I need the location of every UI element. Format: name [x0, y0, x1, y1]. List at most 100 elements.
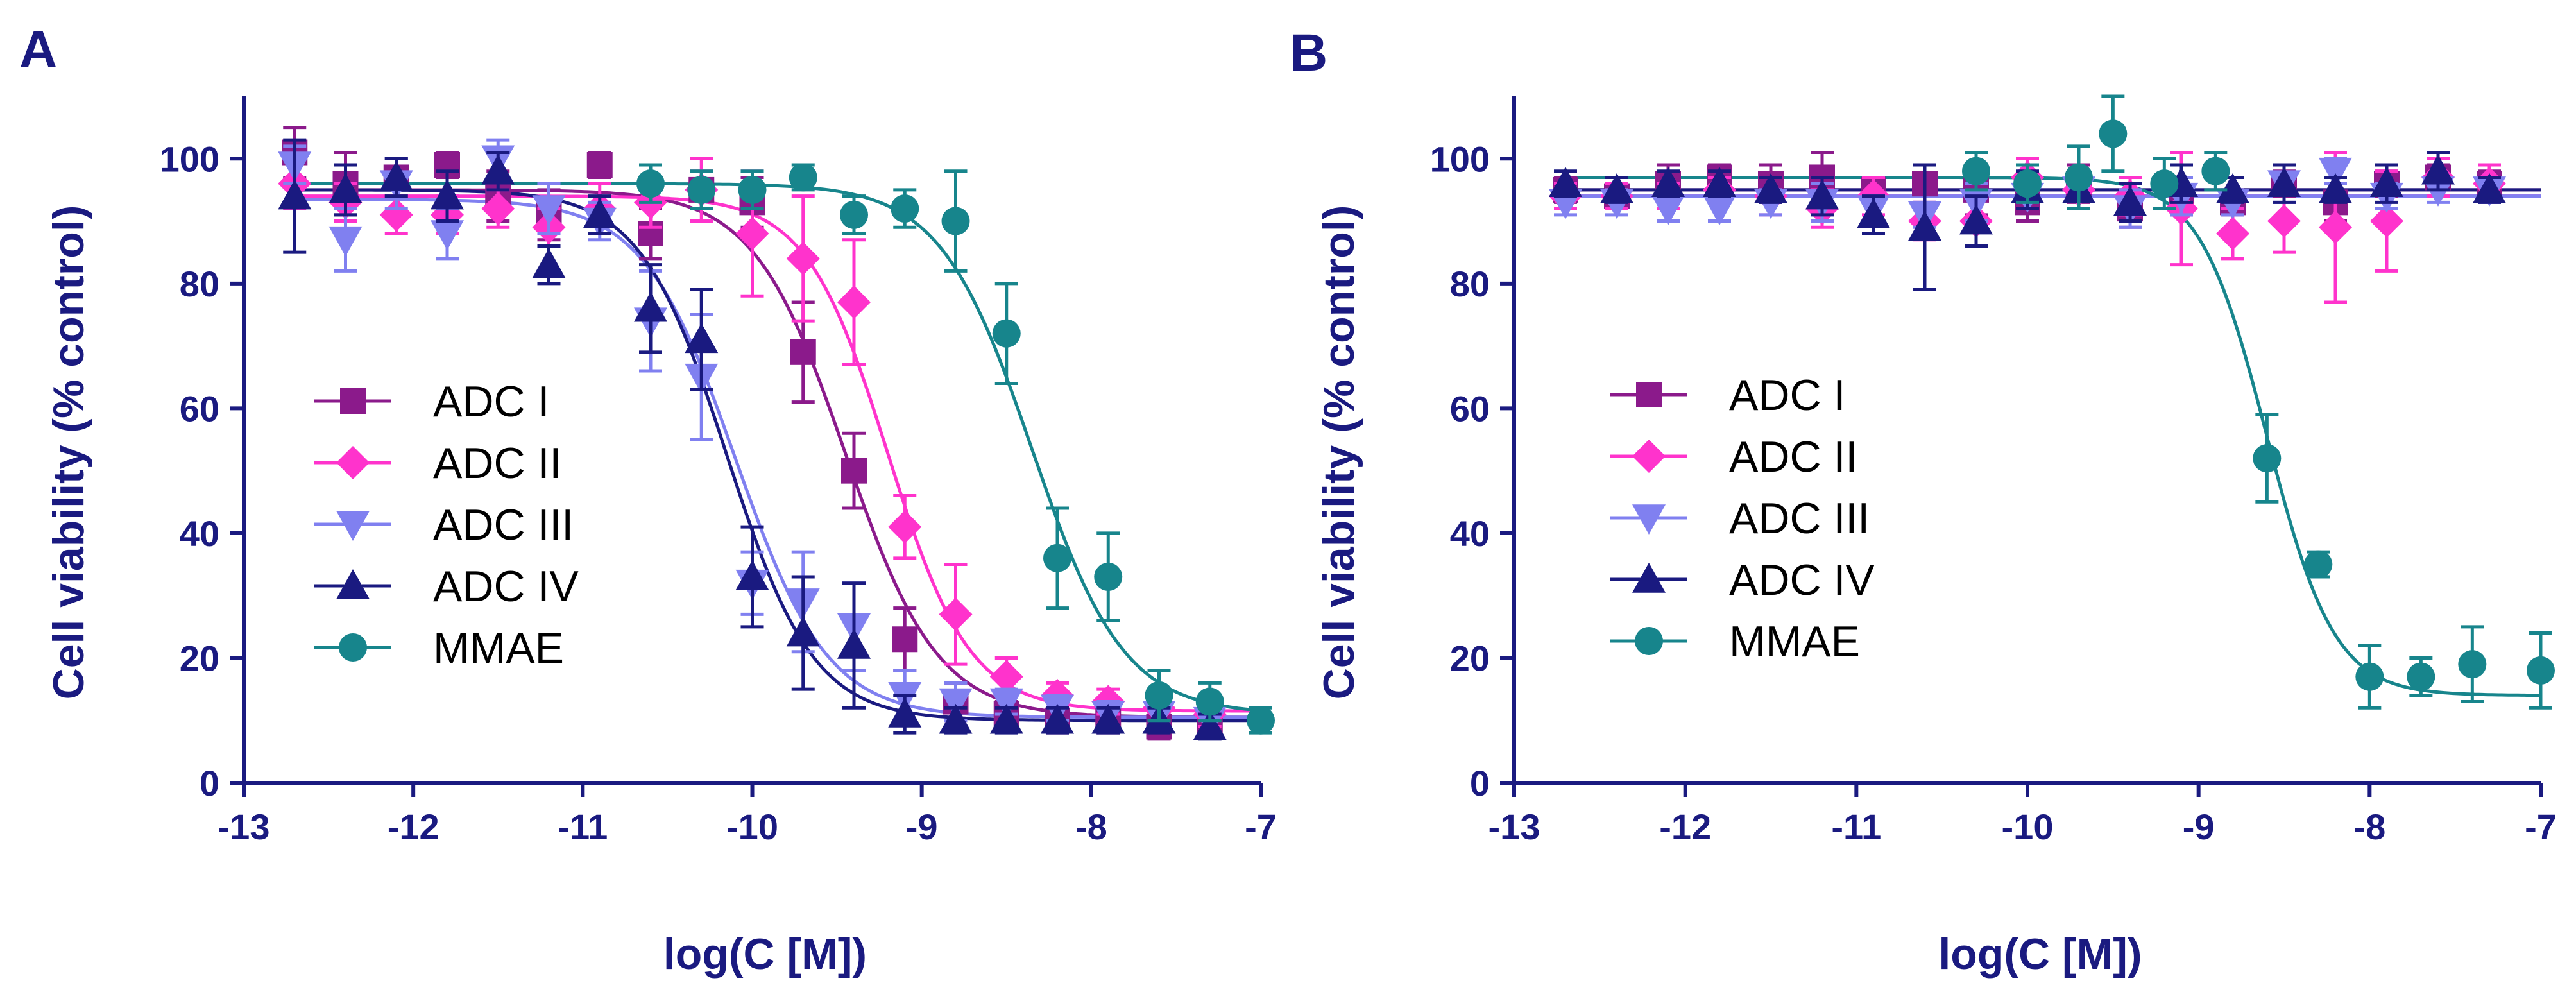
panel-a-point-mmae — [687, 175, 716, 204]
panel-a-point-mmae — [636, 169, 665, 198]
panel-b-point-mmae — [2458, 650, 2487, 679]
panel-a-point-mmae — [1247, 706, 1275, 735]
panel-label-a: A — [19, 21, 57, 79]
panel-b-point-adc-iv — [2216, 173, 2249, 203]
panel-a-point-adc-i — [586, 152, 613, 178]
panel-a-legend-marker-adc-iii — [336, 511, 370, 541]
panel-b-legend-marker-adc-ii — [1632, 440, 1666, 473]
panel-b-x-tick-label: -10 — [2002, 807, 2054, 847]
panel-b-point-mmae — [2407, 662, 2435, 691]
panel-a-y-tick-label: 60 — [180, 388, 219, 429]
panel-a-x-tick-label: -8 — [1075, 807, 1107, 847]
panel-a-y-tick-label: 100 — [160, 139, 219, 179]
panel-a-legend-marker-adc-ii — [336, 446, 370, 479]
panel-a-point-adc-iv — [583, 198, 617, 228]
panel-b-legend-label-mmae: MMAE — [1729, 617, 1860, 666]
panel-a-point-adc-ii — [939, 597, 973, 631]
panel-a-point-mmae — [840, 200, 868, 229]
panel-a-point-adc-iii — [939, 688, 973, 719]
panel-a-point-adc-ii — [379, 198, 413, 232]
panel-a-point-mmae — [1145, 681, 1173, 710]
panel-b-point-mmae — [2527, 656, 2555, 685]
panel-a-y-tick-label: 20 — [180, 638, 219, 678]
panel-a-point-mmae — [1043, 543, 1071, 572]
panel-b-legend-label-adc-i: ADC I — [1729, 371, 1845, 420]
panel-a-point-mmae — [738, 175, 767, 204]
panel-b-point-adc-iv — [2267, 167, 2301, 197]
panel-a-x-tick-label: -9 — [906, 807, 938, 847]
panel-b-x-tick-label: -12 — [1659, 807, 1711, 847]
panel-b-x-tick-label: -7 — [2525, 807, 2557, 847]
panel-a-point-adc-iv — [989, 703, 1023, 734]
panel-b-point-adc-ii — [2370, 204, 2403, 238]
panel-a-legend-label-adc-iv: ADC IV — [433, 562, 579, 611]
panel-b-legend-marker-mmae — [1635, 627, 1663, 655]
panel-b-x-tick-label: -8 — [2353, 807, 2385, 847]
panel-b-point-adc-iv — [1857, 198, 1890, 228]
panel-b-x-tick-label: -13 — [1488, 807, 1540, 847]
panel-b-y-tick-label: 80 — [1450, 264, 1490, 304]
panel-a-point-adc-iv — [532, 248, 566, 278]
panel-a-point-adc-ii — [989, 660, 1023, 694]
panel-b-point-mmae — [2150, 169, 2179, 198]
panel-a-point-adc-iv — [1091, 703, 1125, 734]
panel-a-point-adc-iv — [634, 291, 667, 322]
panel-a-point-adc-iv — [278, 179, 312, 210]
panel-a-legend-label-adc-i: ADC I — [433, 377, 549, 426]
panel-b-y-tick-label: 20 — [1450, 638, 1490, 678]
panel-a-plot: -13 -12 -11 -10 -9 -8 -7 0 20 40 60 80 100 log(C [M])… — [44, 96, 1277, 979]
panel-b-legend-marker-adc-i — [1636, 382, 1662, 407]
panel-a-point-adc-iv — [735, 560, 769, 590]
panel-b-legend-marker-adc-iv — [1632, 563, 1666, 593]
panel-a-legend-marker-adc-i — [340, 388, 366, 414]
panel-b-point-adc-iii — [2319, 157, 2352, 188]
panel-a-point-adc-iii — [532, 195, 566, 226]
panel-b-point-mmae — [2201, 157, 2230, 185]
panel-a-point-adc-iv — [431, 179, 464, 210]
panel-a-y-tick-label: 40 — [180, 513, 219, 554]
panel-b-point-mmae — [2355, 662, 2384, 691]
panel-a-x-tick-label: -11 — [558, 807, 608, 847]
panel-b-point-mmae — [2013, 169, 2042, 198]
panel-a-legend-marker-mmae — [339, 633, 367, 662]
panel-a-point-adc-iv — [481, 154, 515, 185]
panel-a-point-mmae — [992, 319, 1021, 348]
panel-b-point-mmae — [2253, 444, 2282, 473]
panel-b-point-adc-iv — [1908, 210, 1941, 241]
panel-a-y-tick-label: 0 — [200, 763, 219, 803]
panel-a-point-adc-iii — [989, 688, 1023, 719]
panel-a-legend-label-adc-iii: ADC III — [433, 501, 574, 549]
panel-a-y-tick-label: 80 — [180, 264, 219, 304]
panel-b-point-adc-ii — [2267, 204, 2301, 238]
panel-b-point-adc-iv — [1703, 167, 1736, 197]
panel-a-point-adc-i — [892, 626, 918, 653]
panel-b-y-tick-label: 40 — [1450, 513, 1490, 554]
panel-b-x-tick-label: -9 — [2183, 807, 2215, 847]
panel-b-legend-label-adc-iii: ADC III — [1729, 494, 1870, 543]
panel-b-fit-mmae — [1565, 176, 2541, 697]
panel-b-y-tick-label: 0 — [1470, 763, 1490, 803]
panel-a-point-mmae — [789, 163, 817, 192]
panel-b-point-adc-ii — [2216, 217, 2249, 250]
panel-a-point-adc-ii — [837, 286, 871, 319]
panel-b-point-mmae — [2099, 119, 2128, 148]
panel-a-x-tick-label: -12 — [388, 807, 439, 847]
panel-b-point-adc-iv — [1959, 204, 1993, 235]
panel-b-y-axis-title: Cell viability (% control) — [1315, 205, 1363, 700]
panel-b-point-adc-iv — [2421, 154, 2455, 185]
panel-a-point-adc-iv — [888, 697, 922, 728]
panel-b-legend-marker-adc-iii — [1632, 504, 1666, 535]
panel-label-b: B — [1290, 24, 1327, 82]
panel-b-point-adc-iv — [1805, 179, 1839, 210]
panel-a-y-axis-title: Cell viability (% control) — [44, 205, 93, 700]
panel-b-point-adc-iii — [1703, 195, 1736, 226]
panel-b-point-adc-iv — [1600, 173, 1633, 203]
panel-a-x-tick-label: -10 — [726, 807, 778, 847]
panel-a-x-tick-label: -13 — [218, 807, 270, 847]
panel-b-point-adc-iv — [2370, 167, 2403, 197]
panel-a-point-adc-iv — [1041, 703, 1074, 734]
panel-a-point-mmae — [941, 207, 970, 235]
panel-b-point-adc-iv — [2473, 173, 2506, 203]
panel-b-y-tick-label: 100 — [1430, 139, 1490, 179]
